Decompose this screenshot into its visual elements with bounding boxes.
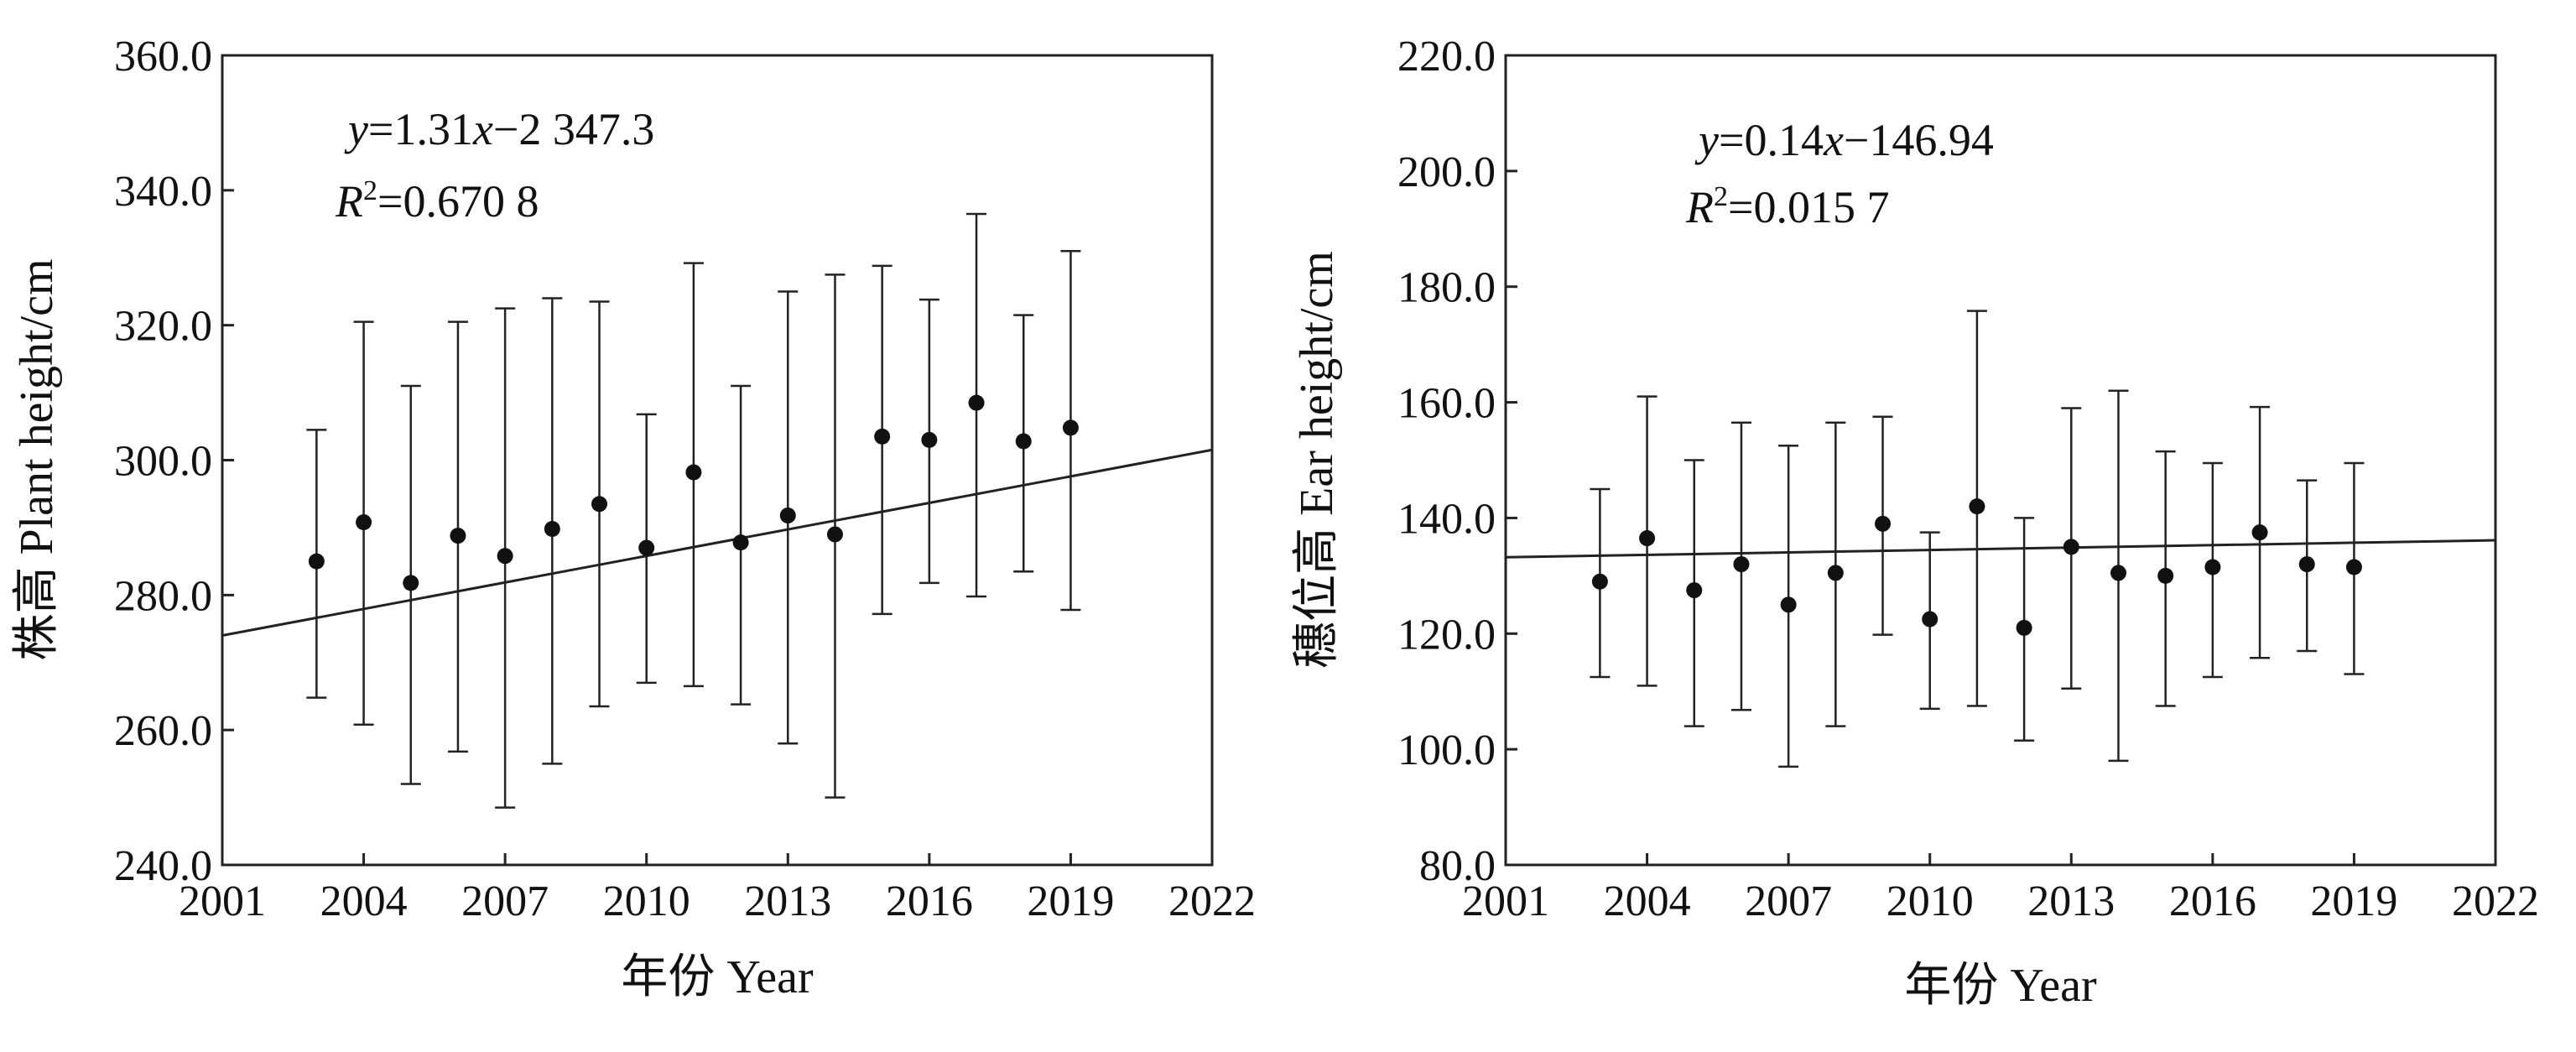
- data-point: [1827, 565, 1844, 581]
- data-point: [1875, 515, 1892, 532]
- data-point: [2204, 559, 2221, 575]
- trend-line: [1505, 539, 2496, 559]
- y-tick-label: 280.0: [114, 572, 212, 620]
- x-axis-title: 年份 Year: [621, 951, 814, 1003]
- data-point: [1922, 611, 1939, 628]
- data-point: [450, 528, 466, 544]
- x-tick-label: 2016: [2169, 878, 2256, 925]
- data-point: [732, 534, 749, 551]
- y-tick-label: 220.0: [1397, 33, 1496, 81]
- data-point: [497, 548, 513, 565]
- data-point: [1639, 530, 1656, 547]
- data-point: [2110, 565, 2126, 581]
- x-tick-label: 2016: [886, 878, 973, 925]
- data-point: [874, 428, 891, 445]
- y-tick-label: 340.0: [114, 168, 212, 216]
- y-axis-title: 穗位高 Ear height/cm: [1291, 251, 1343, 669]
- x-tick-label: 2010: [1886, 878, 1974, 925]
- data-points: [306, 212, 1081, 809]
- x-tick-label: 2004: [320, 878, 408, 925]
- x-tick-label: 2007: [461, 878, 549, 925]
- trend-line: [221, 448, 1213, 637]
- x-tick-label: 2019: [2310, 878, 2397, 925]
- ear-height-chart: 2001 2004 2007 2010 2013 2016 2019 2022 80.0 100.…: [1291, 33, 2539, 1012]
- y-tick-label: 260.0: [114, 707, 212, 755]
- data-point: [1062, 419, 1079, 436]
- data-point: [1015, 433, 1032, 450]
- plant-height-chart: 2001 2004 2007 2010 2013 2016 2019 2022 240.0 260…: [11, 33, 1256, 1003]
- data-point: [921, 431, 938, 448]
- regression-equation: y=1.31x−2 347.3: [344, 104, 654, 154]
- x-tick-label: 2013: [2027, 878, 2115, 925]
- x-tick-label: 2022: [2452, 878, 2539, 925]
- data-point: [1780, 596, 1797, 613]
- x-tick-label: 2019: [1027, 878, 1114, 925]
- y-tick-label: 320.0: [114, 303, 212, 351]
- data-point: [826, 526, 843, 543]
- data-point: [1969, 498, 1985, 515]
- trendline: [1505, 539, 2496, 559]
- data-point: [356, 513, 372, 530]
- y-tick-label: 180.0: [1397, 264, 1496, 312]
- data-point: [591, 496, 608, 513]
- data-point: [2157, 567, 2174, 584]
- data-point: [1733, 556, 1750, 573]
- data-point: [968, 394, 985, 411]
- r-squared: R2=0.015 7: [1685, 181, 1889, 232]
- data-point: [2345, 559, 2362, 575]
- x-tick-label: 2004: [1604, 878, 1691, 925]
- plot-frame: [1504, 54, 2497, 867]
- trendline: [221, 448, 1213, 637]
- data-point: [638, 539, 655, 556]
- y-tick-label: 140.0: [1397, 495, 1496, 543]
- y-axis-title: 株高 Plant height/cm: [11, 258, 63, 660]
- regression-equation: y=0.14x−146.94: [1694, 115, 1994, 165]
- axis-ticks: 2001 2004 2007 2010 2013 2016 2019 2022 240.0 260…: [114, 33, 1256, 925]
- data-point: [2298, 556, 2315, 573]
- data-point: [1591, 573, 1608, 590]
- y-tick-label: 80.0: [1419, 842, 1496, 890]
- data-point: [403, 575, 419, 591]
- data-points: [1590, 310, 2365, 768]
- x-tick-label: 2007: [1745, 878, 1832, 925]
- x-tick-label: 2013: [744, 878, 831, 925]
- y-tick-label: 300.0: [114, 438, 212, 486]
- y-tick-label: 120.0: [1397, 611, 1496, 659]
- x-tick-label: 2010: [603, 878, 690, 925]
- data-point: [779, 507, 796, 523]
- y-tick-label: 100.0: [1397, 727, 1496, 774]
- y-tick-label: 200.0: [1397, 148, 1496, 196]
- data-point: [544, 521, 560, 538]
- axis-ticks: 2001 2004 2007 2010 2013 2016 2019 2022 80.0 100.…: [1397, 33, 2539, 925]
- data-point: [2063, 539, 2079, 555]
- data-point: [308, 553, 325, 570]
- data-point: [2251, 524, 2268, 541]
- data-point: [685, 464, 702, 481]
- y-tick-label: 360.0: [114, 33, 212, 81]
- x-tick-label: 2022: [1168, 878, 1256, 925]
- x-tick-label: 2001: [179, 878, 266, 925]
- data-point: [2016, 619, 2032, 636]
- x-tick-label: 2001: [1462, 878, 1549, 925]
- r-squared: R2=0.670 8: [335, 175, 539, 227]
- data-point: [1686, 582, 1703, 599]
- y-tick-label: 160.0: [1397, 380, 1496, 428]
- y-tick-label: 240.0: [114, 842, 212, 890]
- x-axis-title: 年份 Year: [1904, 960, 2097, 1012]
